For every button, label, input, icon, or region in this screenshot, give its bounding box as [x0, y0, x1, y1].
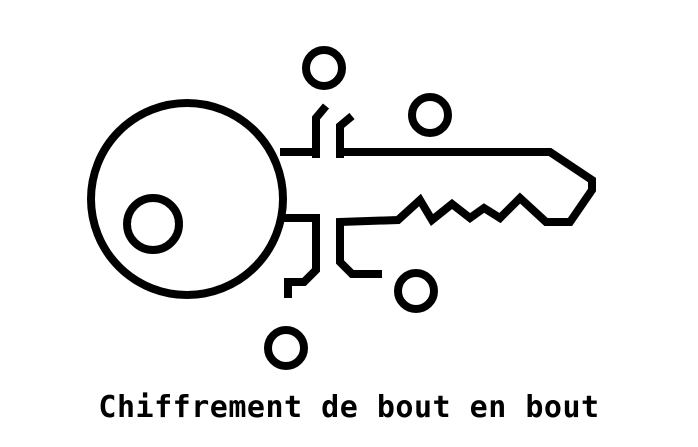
circuit-node-upper-right	[408, 93, 452, 137]
circuit-trace-top-left	[312, 103, 330, 158]
circuit-trace-bottom-right	[336, 226, 382, 278]
key-blade	[280, 148, 596, 226]
circuit-trace-top-right	[336, 112, 355, 158]
key-hole	[123, 194, 183, 254]
caption-title: Chiffrement de bout en bout	[98, 390, 600, 425]
key-bow	[87, 99, 287, 299]
circuit-node-lower-right	[394, 269, 438, 313]
circuit-node-bottom	[264, 326, 308, 370]
circuit-trace-bottom-left	[284, 226, 320, 298]
circuit-node-top	[302, 46, 346, 90]
